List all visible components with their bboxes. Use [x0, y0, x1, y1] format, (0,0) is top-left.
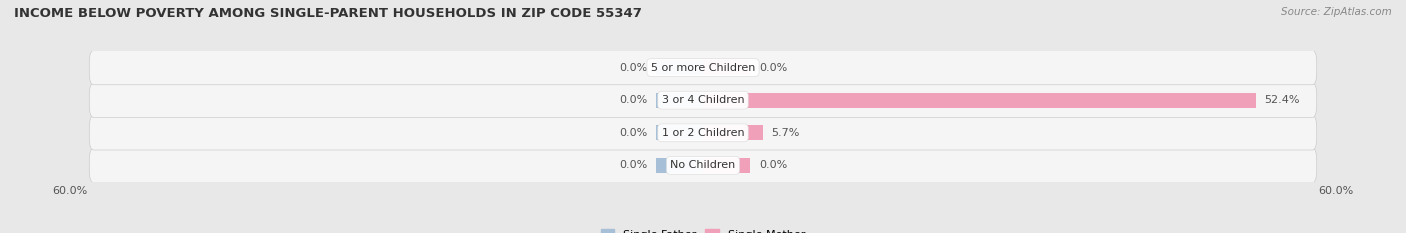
Bar [703, 158, 751, 173]
Text: 5.7%: 5.7% [772, 128, 800, 138]
Text: 5 or more Children: 5 or more Children [651, 63, 755, 72]
FancyBboxPatch shape [90, 50, 1317, 85]
Bar [703, 60, 751, 75]
Bar [703, 125, 763, 140]
Text: 0.0%: 0.0% [619, 95, 647, 105]
Text: 52.4%: 52.4% [1264, 95, 1299, 105]
Bar [703, 93, 751, 108]
Bar [655, 158, 703, 173]
Text: 1 or 2 Children: 1 or 2 Children [662, 128, 744, 138]
Bar [703, 93, 1256, 108]
Text: 0.0%: 0.0% [619, 63, 647, 72]
Text: 0.0%: 0.0% [759, 161, 787, 170]
Bar [655, 60, 703, 75]
Bar [703, 125, 751, 140]
Text: INCOME BELOW POVERTY AMONG SINGLE-PARENT HOUSEHOLDS IN ZIP CODE 55347: INCOME BELOW POVERTY AMONG SINGLE-PARENT… [14, 7, 643, 20]
Bar [655, 125, 703, 140]
Text: Source: ZipAtlas.com: Source: ZipAtlas.com [1281, 7, 1392, 17]
Bar [655, 93, 703, 108]
Text: 0.0%: 0.0% [759, 63, 787, 72]
FancyBboxPatch shape [90, 83, 1317, 117]
Text: No Children: No Children [671, 161, 735, 170]
Text: 0.0%: 0.0% [619, 128, 647, 138]
Legend: Single Father, Single Mother: Single Father, Single Mother [596, 225, 810, 233]
FancyBboxPatch shape [90, 116, 1317, 150]
Text: 3 or 4 Children: 3 or 4 Children [662, 95, 744, 105]
Text: 0.0%: 0.0% [619, 161, 647, 170]
FancyBboxPatch shape [90, 148, 1317, 183]
